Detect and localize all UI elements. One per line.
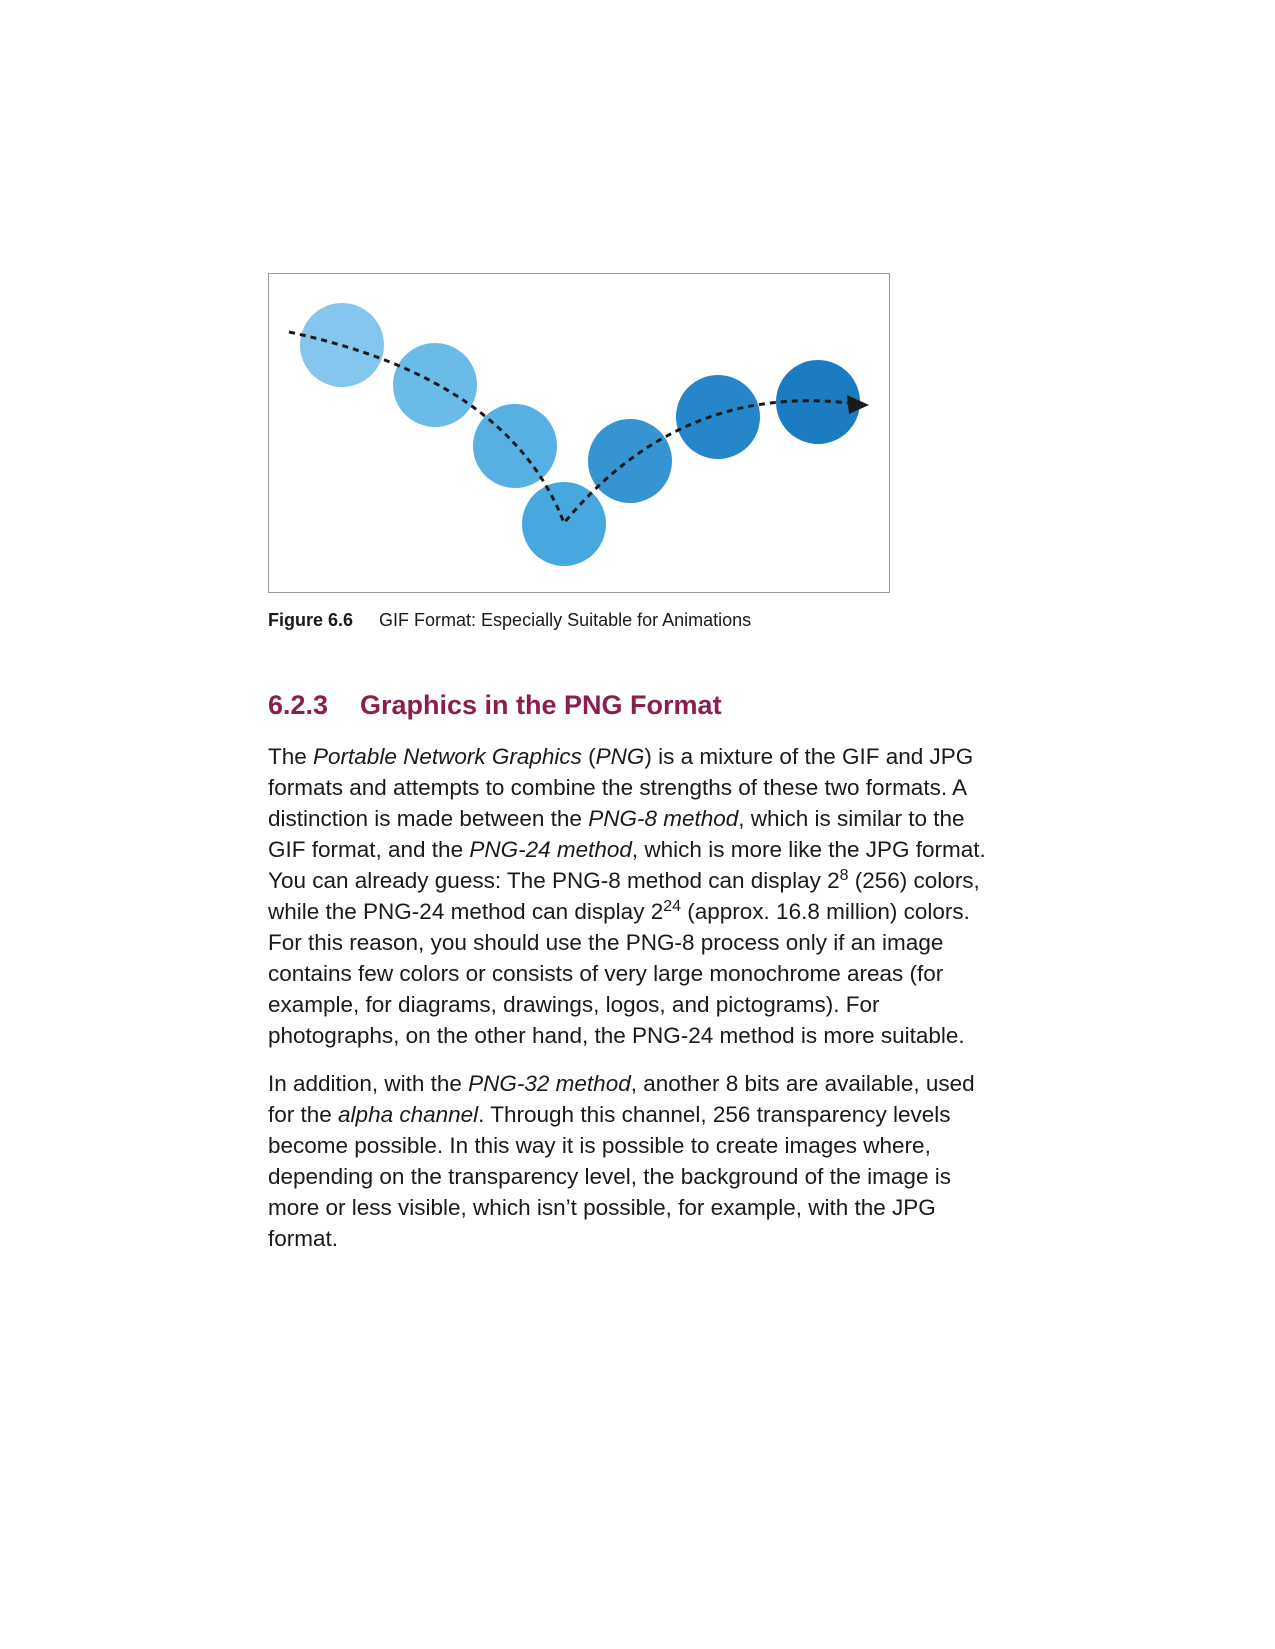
text-line: distinction is made between the PNG-8 me… — [268, 803, 1008, 834]
dashed-motion-path — [288, 330, 850, 526]
text-run: GIF format, and the — [268, 837, 470, 862]
text-run: In addition, with the — [268, 1071, 469, 1096]
text-line: For this reason, you should use the PNG-… — [268, 930, 944, 955]
paragraph-png-32: In addition, with the PNG-32 method, ano… — [268, 1068, 1008, 1254]
text-run: , which is similar to the — [738, 806, 965, 831]
term-png-8-method: PNG-8 method — [588, 806, 739, 831]
text-run: distinction is made between the — [268, 806, 589, 831]
figure-caption-text: GIF Format: Especially Suitable for Anim… — [379, 610, 752, 630]
text-run: (approx. 16.8 million) colors. — [681, 899, 970, 924]
animation-circle-2 — [393, 343, 477, 427]
text-run: , another 8 bits are available, used — [630, 1071, 975, 1096]
text-line: You can already guess: The PNG-8 method … — [268, 865, 1008, 896]
term-alpha-channel: alpha channel — [338, 1102, 479, 1127]
text-run: , which is more like the JPG format. — [631, 837, 986, 862]
animation-circle-4 — [522, 482, 606, 566]
animation-circle-1 — [300, 303, 384, 387]
text-run: The — [268, 744, 314, 769]
text-line: formats and attempts to combine the stre… — [268, 775, 968, 800]
text-line: become possible. In this way it is possi… — [268, 1133, 931, 1158]
text-line: more or less visible, which isn’t possib… — [268, 1195, 936, 1220]
text-run: while the PNG-24 method can display 2 — [268, 899, 664, 924]
text-line: In addition, with the PNG-32 method, ano… — [268, 1068, 1008, 1099]
animation-circle-6 — [676, 375, 760, 459]
text-line: for the alpha channel. Through this chan… — [268, 1099, 1008, 1130]
paragraph-png-overview: The Portable Network Graphics (PNG) is a… — [268, 741, 1008, 1051]
text-line: example, for diagrams, drawings, logos, … — [268, 992, 880, 1017]
text-line: The Portable Network Graphics (PNG) is a… — [268, 741, 1008, 772]
text-line: photographs, on the other hand, the PNG-… — [268, 1023, 965, 1048]
exponent: 8 — [839, 867, 849, 884]
text-line: GIF format, and the PNG-24 method, which… — [268, 834, 1008, 865]
text-line: while the PNG-24 method can display 224 … — [268, 896, 1008, 927]
section-title: Graphics in the PNG Format — [360, 690, 722, 720]
figure-caption: Figure 6.6 GIF Format: Especially Suitabl… — [268, 609, 751, 631]
exponent: 24 — [663, 898, 682, 915]
text-run: for the — [268, 1102, 339, 1127]
term-png: PNG — [595, 744, 645, 769]
arrowhead-icon — [847, 395, 869, 414]
term-png-24-method: PNG-24 method — [469, 837, 632, 862]
text-line: depending on the transparency level, the… — [268, 1164, 951, 1189]
figure-number: Figure 6.6 — [268, 610, 354, 630]
animation-illustration — [288, 303, 869, 566]
term-png-32-method: PNG-32 method — [468, 1071, 631, 1096]
text-run: You can already guess: The PNG-8 method … — [268, 868, 840, 893]
text-run: . Through this channel, 256 transparency… — [478, 1102, 951, 1127]
text-run: ) is a mixture of the GIF and JPG — [644, 744, 974, 769]
text-run: ( — [581, 744, 596, 769]
figure-gif-animation — [268, 273, 890, 593]
term-portable-network-graphics: Portable Network Graphics — [313, 744, 582, 769]
section-number: 6.2.3 — [268, 690, 329, 720]
text-run: (256) colors, — [848, 868, 980, 893]
text-line: contains few colors or consists of very … — [268, 961, 944, 986]
text-line: format. — [268, 1226, 339, 1251]
section-heading: 6.2.3 Graphics in the PNG Format — [268, 688, 722, 722]
